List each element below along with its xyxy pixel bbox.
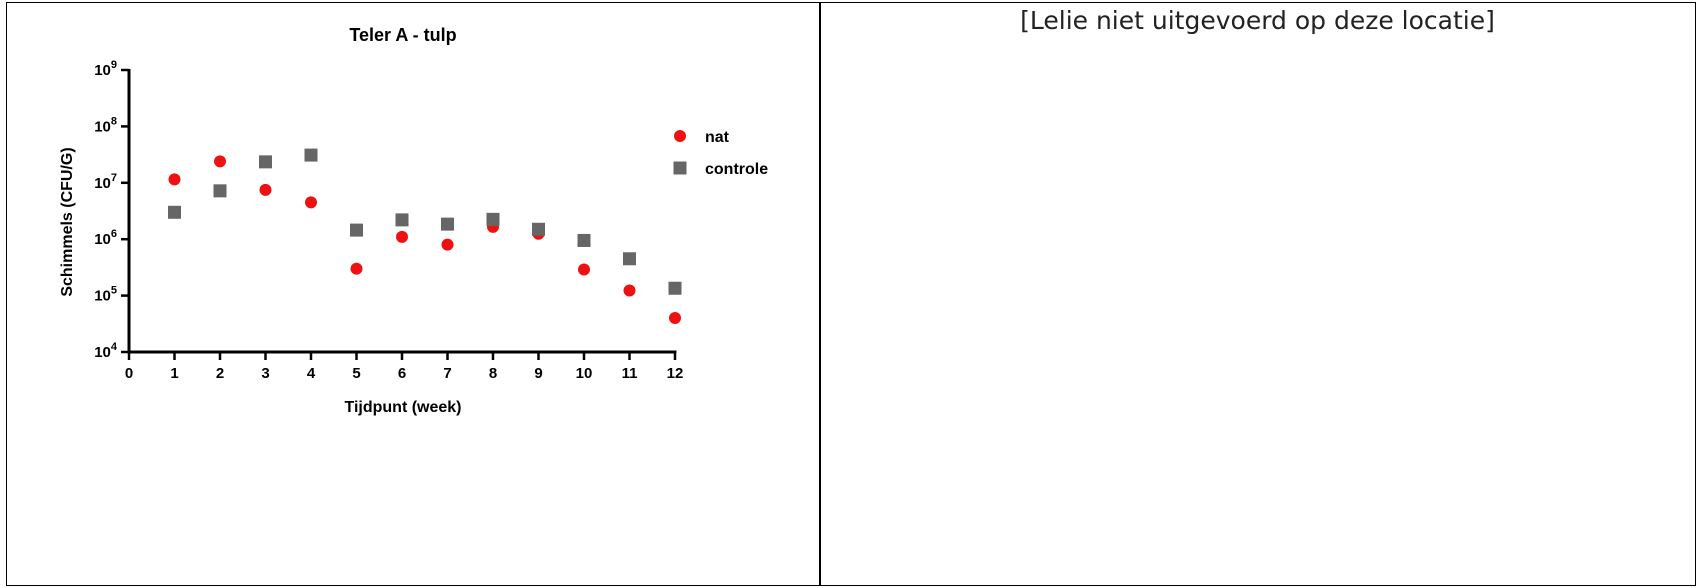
point-nat-week-1 (168, 173, 181, 186)
point-nat-week-4 (305, 196, 317, 209)
point-controle-week-8 (486, 212, 500, 226)
x-tick-label: 0 (125, 365, 133, 382)
y-tick-label: 106 (94, 228, 117, 248)
x-tick-label: 7 (443, 365, 451, 382)
x-tick-label: 1 (170, 365, 178, 382)
x-tick-label: 8 (489, 365, 497, 382)
x-tick-label: 9 (534, 365, 542, 382)
scatter-chart: Teler A - tulp Schimmels (CFU/G) Tijdpun… (59, 25, 768, 416)
x-tick-label: 2 (216, 365, 224, 382)
point-controle-week-6 (395, 213, 409, 227)
point-nat-week-3 (259, 183, 272, 196)
legend-label-controle: controle (705, 161, 768, 178)
legend-marker-controle (673, 161, 687, 175)
point-nat-week-6 (396, 230, 408, 243)
x-tick-label: 4 (307, 365, 316, 382)
point-nat-week-12 (669, 312, 681, 325)
y-tick-label: 104 (94, 341, 118, 361)
x-tick-label: 6 (398, 365, 406, 382)
point-controle-week-9 (532, 222, 545, 236)
x-tick-label: 3 (261, 365, 269, 382)
y-axis-label: Schimmels (CFU/G) (59, 147, 76, 296)
point-nat-week-10 (578, 263, 590, 276)
point-controle-week-1 (168, 205, 181, 219)
chart-title: Teler A - tulp (349, 25, 456, 45)
x-tick-label: 10 (576, 365, 593, 382)
point-controle-week-3 (259, 155, 272, 169)
point-controle-week-12 (668, 281, 682, 295)
point-controle-week-5 (350, 223, 363, 237)
y-tick-label: 105 (94, 285, 117, 305)
x-tick-label: 11 (622, 365, 638, 382)
point-nat-week-7 (441, 238, 454, 251)
x-tick-label: 12 (667, 365, 684, 382)
not-performed-note: [Lelie niet uitgevoerd op deze locatie] (1020, 6, 1495, 35)
y-tick-label: 109 (94, 59, 117, 79)
x-tick-label: 5 (352, 365, 360, 382)
point-controle-week-10 (577, 233, 591, 247)
point-controle-week-7 (441, 217, 454, 231)
data-points (168, 148, 682, 325)
legend-label-nat: nat (705, 129, 730, 146)
legend-marker-nat (674, 130, 686, 142)
y-tick-label: 107 (94, 172, 117, 192)
point-controle-week-2 (213, 184, 227, 198)
cell-divider (819, 2, 821, 586)
legend: nat controle (673, 129, 768, 178)
point-nat-week-5 (350, 262, 363, 275)
point-controle-week-4 (304, 148, 318, 162)
table-frame (6, 2, 1696, 586)
x-axis-label: Tijdpunt (week) (344, 399, 461, 416)
point-controle-week-11 (623, 252, 636, 266)
point-nat-week-11 (623, 284, 636, 297)
y-tick-label: 108 (94, 115, 117, 135)
point-nat-week-2 (214, 155, 226, 168)
